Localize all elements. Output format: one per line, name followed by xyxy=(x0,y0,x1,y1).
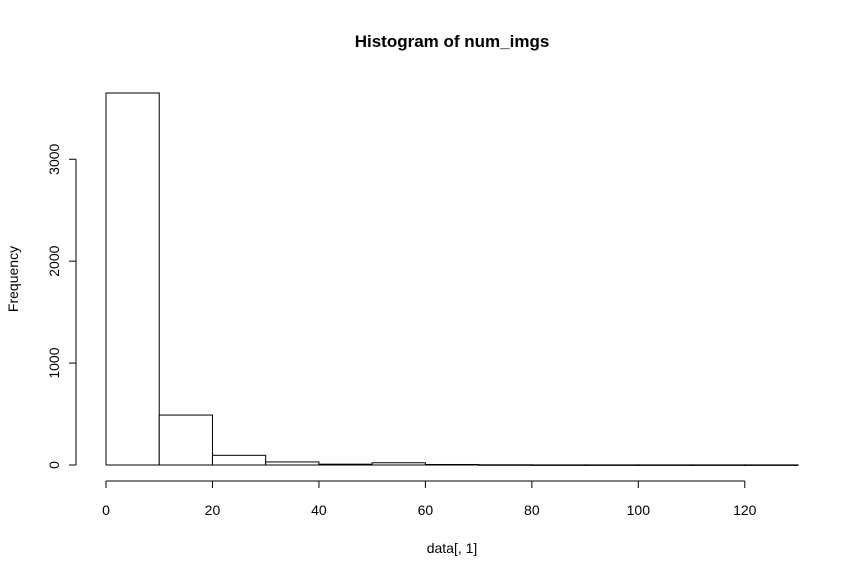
x-tick-label: 40 xyxy=(311,502,327,518)
histogram-bar-20-30 xyxy=(211,454,267,466)
histogram-bar-110-120 xyxy=(691,464,746,466)
x-tick-label: 120 xyxy=(733,502,757,518)
x-tick-label: 80 xyxy=(524,502,540,518)
bars-group xyxy=(105,92,799,466)
y-axis-label: Frequency xyxy=(5,246,21,312)
histogram-bar-0-10 xyxy=(105,92,160,466)
x-tick-label: 100 xyxy=(627,502,651,518)
x-tick-label: 60 xyxy=(418,502,434,518)
histogram-bar-30-40 xyxy=(265,461,320,466)
y-axis: 0 1000 2000 3000 xyxy=(46,143,77,469)
x-axis-label: data[, 1] xyxy=(427,540,478,556)
histogram-bar-90-100 xyxy=(584,464,639,466)
chart-title: Histogram of num_imgs xyxy=(355,32,550,51)
x-axis: 0 20 40 60 80 100 120 xyxy=(102,480,757,518)
y-tick-label: 3000 xyxy=(46,143,62,174)
histogram-bar-10-20 xyxy=(158,414,213,466)
x-tick-label: 0 xyxy=(102,502,110,518)
y-tick-label: 2000 xyxy=(46,245,62,276)
histogram-bar-40-50 xyxy=(318,463,373,466)
x-tick-label: 20 xyxy=(205,502,221,518)
histogram-bar-70-80 xyxy=(478,464,533,466)
histogram-bar-60-70 xyxy=(424,463,480,466)
histogram-bar-100-110 xyxy=(637,464,693,466)
histogram-bar-120-130 xyxy=(744,464,799,466)
y-tick-label: 1000 xyxy=(46,347,62,378)
histogram-bar-80-90 xyxy=(531,464,586,466)
histogram-bar-50-60 xyxy=(371,462,426,466)
y-tick-label: 0 xyxy=(46,461,62,469)
